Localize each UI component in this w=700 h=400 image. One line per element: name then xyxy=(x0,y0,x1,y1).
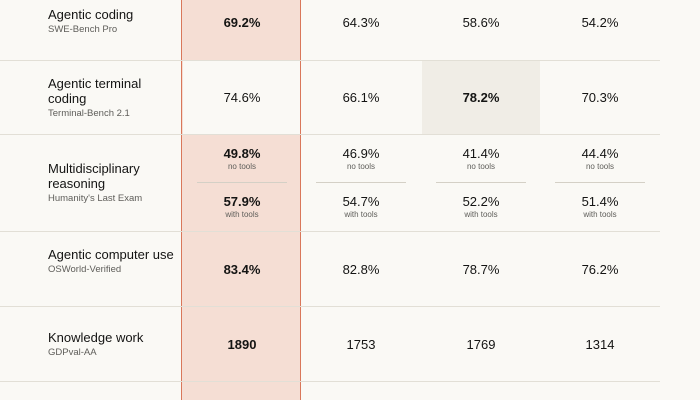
benchmark-title: Multidisciplinary reasoning xyxy=(48,161,140,191)
row-divider xyxy=(0,306,660,307)
score-value: 44.4% xyxy=(581,146,619,161)
score-note: with tools xyxy=(225,210,259,219)
benchmark-title: Agentic terminal coding xyxy=(48,76,142,106)
score-note: with tools xyxy=(344,210,378,219)
score-value: 49.8% xyxy=(223,146,261,161)
score-cell: 82.8% xyxy=(342,262,380,277)
row-divider xyxy=(0,134,660,135)
score-note: with tools xyxy=(583,210,617,219)
sub-divider xyxy=(197,182,287,183)
benchmark-name: GDPval-AA xyxy=(48,347,97,358)
score-cell: 78.7% xyxy=(462,262,500,277)
sub-divider xyxy=(436,182,526,183)
score-cell: 1314 xyxy=(585,337,615,352)
score-cell: 1753 xyxy=(346,337,376,352)
score-cell-with-tools: 52.2% with tools xyxy=(421,194,541,220)
benchmark-title: Agentic computer use xyxy=(48,247,174,262)
row-divider xyxy=(0,60,660,61)
score-cell: 74.6% xyxy=(223,90,261,105)
row-label: Multidisciplinary reasoning Humanity's L… xyxy=(48,161,176,205)
score-cell: 66.1% xyxy=(342,90,380,105)
benchmark-name: SWE-Bench Pro xyxy=(48,24,118,35)
benchmark-name: Terminal-Bench 2.1 xyxy=(48,108,130,119)
score-cell: 76.2% xyxy=(581,262,619,277)
score-cell: 1769 xyxy=(466,337,496,352)
highlighted-column-plain-cell xyxy=(183,61,300,134)
score-cell: 64.3% xyxy=(342,15,380,30)
sub-divider xyxy=(555,182,645,183)
score-cell: 1890 xyxy=(227,337,257,352)
score-note: no tools xyxy=(227,162,257,171)
score-cell-with-tools: 51.4% with tools xyxy=(540,194,660,220)
score-cell: 83.4% xyxy=(223,262,261,277)
score-value: 54.7% xyxy=(342,194,380,209)
score-value: 41.4% xyxy=(462,146,500,161)
row-label: Knowledge work GDPval-AA xyxy=(48,330,176,359)
benchmark-name: OSWorld-Verified xyxy=(48,264,122,275)
benchmark-title: Agentic coding xyxy=(48,7,134,22)
score-cell-no-tools: 49.8% no tools xyxy=(182,146,302,172)
row-label: Agentic coding SWE-Bench Pro xyxy=(48,7,176,36)
score-cell-no-tools: 46.9% no tools xyxy=(301,146,421,172)
score-value: 51.4% xyxy=(581,194,619,209)
best-score-cell-background xyxy=(422,61,540,134)
benchmark-title: Knowledge work xyxy=(48,330,144,345)
score-cell: 69.2% xyxy=(223,15,261,30)
score-value: 52.2% xyxy=(462,194,500,209)
score-cell: 70.3% xyxy=(581,90,619,105)
score-value: 46.9% xyxy=(342,146,380,161)
row-label: Agentic terminal coding Terminal-Bench 2… xyxy=(48,76,158,120)
score-cell-with-tools: 54.7% with tools xyxy=(301,194,421,220)
score-note: no tools xyxy=(585,162,615,171)
row-divider xyxy=(0,381,660,382)
score-cell-no-tools: 44.4% no tools xyxy=(540,146,660,172)
score-cell-with-tools: 57.9% with tools xyxy=(182,194,302,220)
score-value: 57.9% xyxy=(223,194,261,209)
score-note: with tools xyxy=(464,210,498,219)
score-cell: 54.2% xyxy=(581,15,619,30)
sub-divider xyxy=(316,182,406,183)
score-cell-best: 78.2% xyxy=(462,90,500,105)
score-note: no tools xyxy=(346,162,376,171)
row-divider xyxy=(0,231,660,232)
benchmark-name: Humanity's Last Exam xyxy=(48,193,143,204)
score-note: no tools xyxy=(466,162,496,171)
score-cell-no-tools: 41.4% no tools xyxy=(421,146,541,172)
row-label: Agentic computer use OSWorld-Verified xyxy=(48,247,176,276)
score-cell: 58.6% xyxy=(462,15,500,30)
